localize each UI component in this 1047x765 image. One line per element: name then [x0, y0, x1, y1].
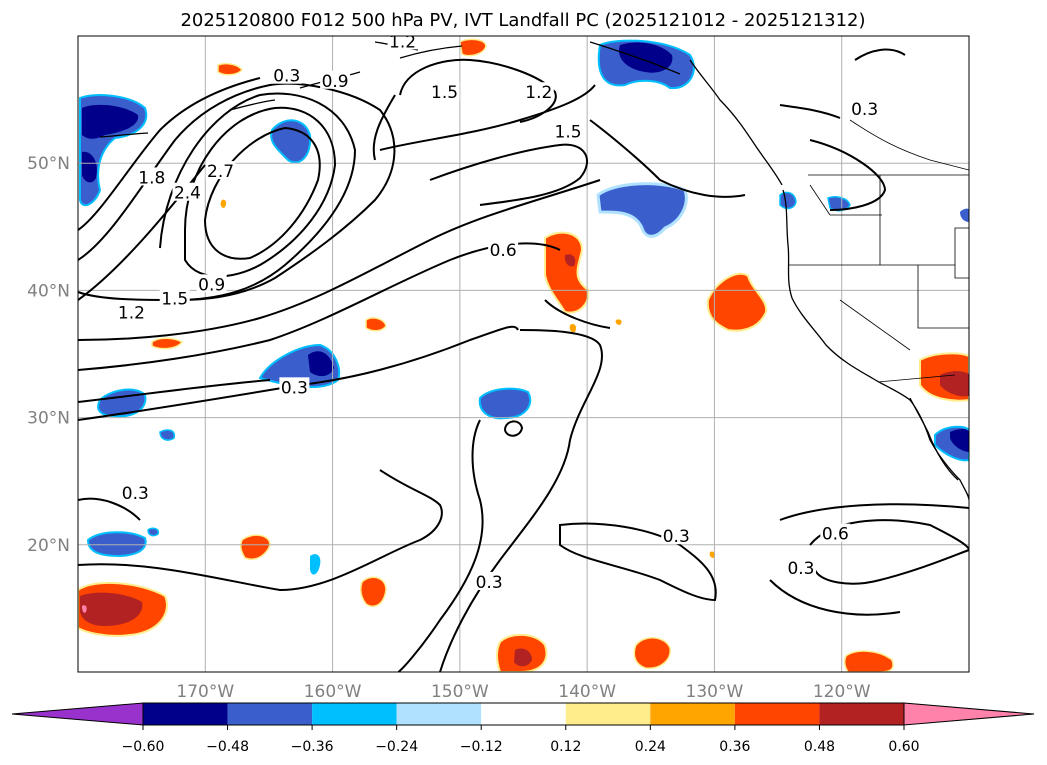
contour-label: 0.9	[322, 72, 349, 92]
contour-label: 1.5	[555, 123, 582, 143]
contour-label-bg	[488, 239, 519, 258]
contour-label: 0.6	[490, 241, 517, 261]
contour-label-bg	[196, 274, 227, 293]
colorbar-tick-label: 0.60	[888, 739, 919, 755]
contour-label: 0.3	[663, 527, 690, 547]
colorbar: −0.60 −0.48 −0.36 −0.24 −0.12 0.12 0.24 0.36 0.4…	[11, 702, 1035, 755]
colorbar-tick-label: −0.24	[375, 739, 418, 755]
lon-tick-label: 160°W	[304, 682, 362, 702]
colorbar-segment	[565, 703, 651, 725]
colorbar-tick-label: −0.12	[460, 739, 503, 755]
colorbar-tick-label: 0.24	[635, 739, 666, 755]
colorbar-tick-label: −0.36	[291, 739, 334, 755]
map-panel: 1.21.50.91.82.42.70.90.31.21.5 1.21.50.60…	[78, 32, 969, 672]
contour-label: 0.9	[198, 275, 225, 295]
lon-tick-label: 120°W	[813, 682, 871, 702]
contour-label: 0.3	[281, 378, 308, 398]
colorbar-segment	[227, 703, 313, 725]
colorbar-segment	[396, 703, 482, 725]
contour-label-bg	[553, 121, 584, 140]
contour-label-bg	[820, 523, 851, 542]
colorbar-tick-label: 0.48	[804, 739, 835, 755]
contour-label-bg	[116, 302, 147, 321]
colorbar-outline	[142, 702, 905, 726]
contour-label-bg	[320, 70, 351, 89]
map-frame	[77, 35, 970, 673]
contour-label: 2.4	[174, 184, 201, 204]
lat-tick-label: 50°N	[27, 154, 70, 174]
lat-tick-label: 30°N	[27, 409, 70, 429]
gridlines	[78, 36, 969, 672]
contour-label: 0.3	[273, 67, 300, 87]
contour-labels: 1.21.50.91.82.42.70.90.31.21.5 1.21.50.60…	[116, 32, 880, 593]
contour-label-bg	[523, 82, 554, 101]
colorbar-tick-label: −0.48	[206, 739, 249, 755]
colorbar-tick-label: 0.36	[719, 739, 750, 755]
borders	[788, 119, 969, 383]
contour-label-bg	[429, 82, 460, 101]
colorbar-tick-label: 0.12	[550, 739, 581, 755]
contour-label: 0.3	[122, 484, 149, 504]
contour-label-bg	[205, 161, 236, 180]
lon-tick-labels: 170°W 160°W 150°W 140°W 130°W 120°W	[176, 682, 870, 702]
contour-label: 0.6	[822, 525, 849, 545]
colorbar-extend-min	[11, 702, 144, 726]
contour-label-bg	[849, 98, 880, 117]
colorbar-segment	[143, 703, 228, 725]
lon-tick-label: 130°W	[686, 682, 744, 702]
pv-contours	[78, 48, 969, 672]
contour-label-bg	[474, 571, 505, 590]
colorbar-segment	[819, 703, 904, 725]
lat-tick-label: 20°N	[27, 536, 70, 556]
contour-label-bg	[387, 36, 418, 50]
colorbar-segment	[312, 703, 397, 725]
contour-label: 1.5	[161, 289, 188, 309]
colorbar-segment	[650, 703, 735, 725]
colorbar-segment	[734, 703, 820, 725]
contour-label-bg	[785, 557, 816, 576]
contour-label-bg	[279, 377, 310, 396]
contour-label: 1.2	[389, 32, 416, 52]
lon-tick-label: 140°W	[558, 682, 616, 702]
contour-label-bg	[136, 167, 167, 186]
contour-label: 0.3	[851, 100, 878, 120]
colorbar-segment	[481, 703, 566, 725]
contour-label: 1.2	[118, 303, 145, 323]
figure-title: 2025120800 F012 500 hPa PV, IVT Landfall…	[180, 10, 865, 31]
contour-label-bg	[159, 288, 190, 307]
contour-label: 1.5	[431, 83, 458, 103]
colorbar-tick-label: −0.60	[122, 739, 165, 755]
contour-label-bg	[661, 526, 692, 545]
contour-label: 2.7	[207, 162, 234, 182]
contour-label: 0.3	[476, 573, 503, 593]
colorbar-extend-max	[903, 702, 1035, 726]
contour-label-bg	[120, 482, 151, 501]
lon-tick-label: 170°W	[176, 682, 234, 702]
contour-label: 0.3	[787, 559, 814, 579]
contour-label: 1.8	[138, 168, 165, 188]
positive-anomaly-shading	[78, 38, 969, 672]
lat-tick-label: 40°N	[27, 281, 70, 301]
lat-tick-labels: 50°N 40°N 30°N 20°N	[27, 154, 70, 556]
contour-label-bg	[271, 65, 302, 84]
contour-label: 1.2	[525, 83, 552, 103]
lon-tick-label: 150°W	[431, 682, 489, 702]
contour-label-bg	[172, 182, 203, 201]
